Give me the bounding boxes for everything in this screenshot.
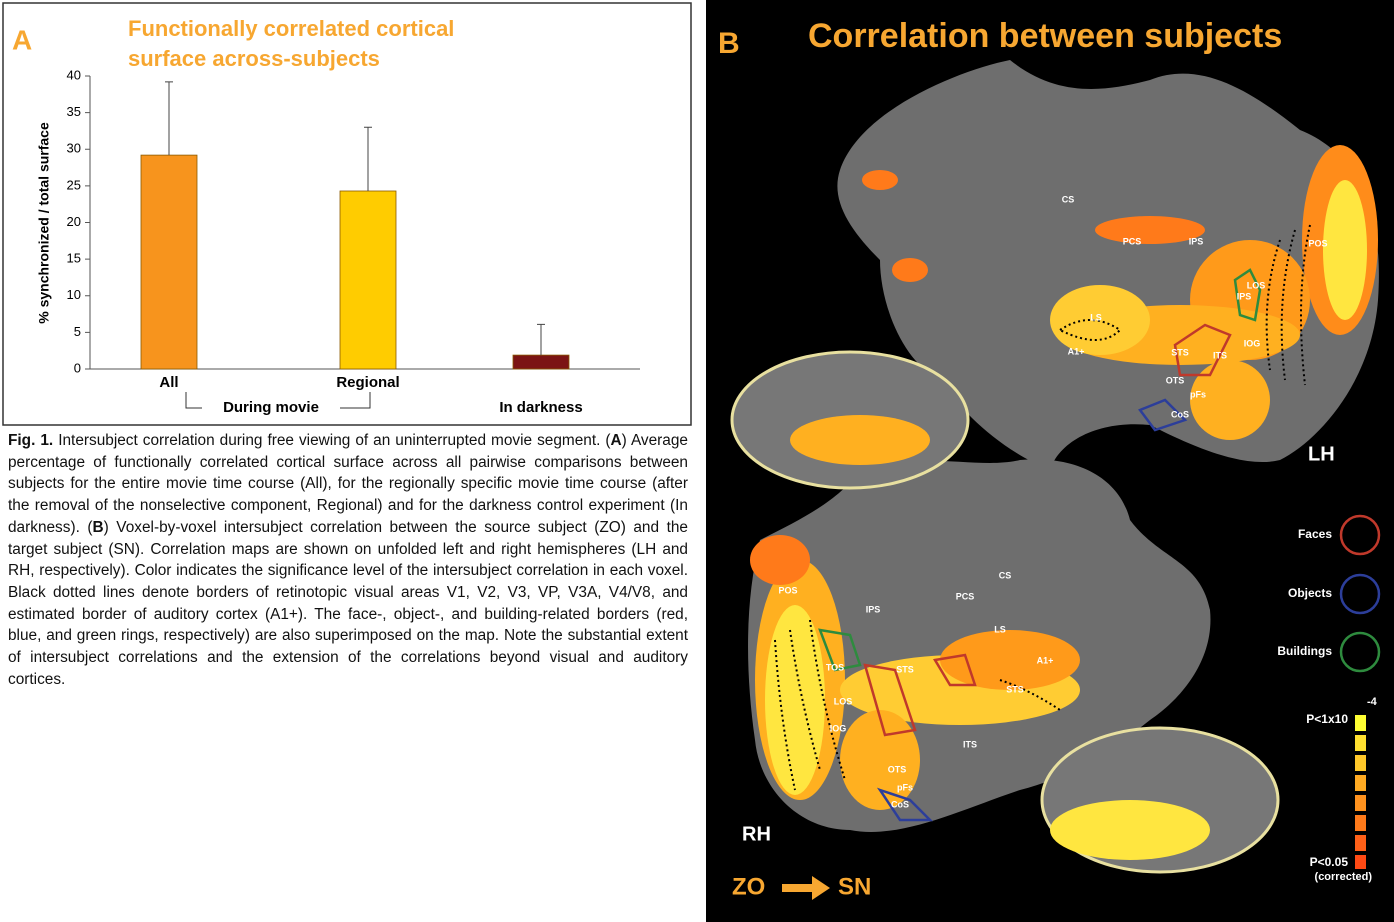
caption-label: Fig. 1. — [8, 432, 54, 449]
arrow — [782, 876, 830, 900]
region-label: STS — [1006, 684, 1024, 694]
caption-text: ) Voxel-by-voxel intersubject correlatio… — [8, 518, 688, 688]
legend-label: Faces — [1298, 527, 1332, 541]
y-tick-label: 25 — [67, 177, 81, 192]
caption-text: Intersubject correlation during free vie… — [58, 432, 611, 449]
colorbar — [1355, 715, 1366, 869]
error-bar — [364, 126, 372, 192]
group-label: During movie — [223, 399, 319, 416]
region-label: IPS — [866, 604, 881, 614]
panel-a: A Functionally correlated cortical surfac… — [2, 2, 692, 426]
region-label: OTS — [1166, 375, 1185, 385]
region-label: LOS — [1247, 280, 1266, 290]
caption-text: B — [92, 518, 104, 536]
region-label: TOS — [826, 662, 844, 672]
y-tick-label: 0 — [74, 360, 81, 375]
panel-b: B Correlation between subjects — [706, 0, 1394, 922]
region-label: IPS — [1237, 291, 1252, 301]
y-tick-label: 30 — [67, 141, 81, 156]
colorbar-bottom-label: P<0.05 — [1310, 855, 1349, 869]
region-label: LOS — [834, 696, 853, 706]
region-label: STS — [896, 664, 914, 674]
colorbar-top-label: P<1x10 — [1306, 712, 1348, 726]
colorbar-note: (corrected) — [1315, 871, 1373, 883]
colorbar-exponent: -4 — [1367, 696, 1378, 708]
region-label: LS — [1090, 312, 1102, 322]
caption-text: A — [610, 432, 622, 449]
source-label: ZO — [732, 873, 765, 900]
bar — [140, 154, 198, 370]
panel-label: B — [718, 27, 740, 60]
region-label: A1+ — [1037, 655, 1054, 665]
caption: Fig. 1. Intersubject correlation during … — [8, 430, 688, 690]
region-label: pFs — [897, 782, 913, 792]
region-label: PCS — [1123, 236, 1142, 246]
y-tick-label: 10 — [67, 287, 81, 302]
y-axis-label: % synchronized / total surface — [36, 122, 52, 324]
region-label: STS — [1171, 347, 1189, 357]
region-label: POS — [1308, 238, 1327, 248]
chart-title: Functionally correlated cortical surface … — [128, 16, 454, 71]
region-label: CoS — [1171, 409, 1189, 419]
region-label: PCS — [956, 591, 975, 601]
region-label: OTS — [888, 764, 907, 774]
region-label: A1+ — [1068, 346, 1085, 356]
bar — [339, 190, 397, 370]
inflated-brains — [730, 350, 1280, 874]
bar — [512, 354, 570, 370]
region-label: IOG — [830, 723, 847, 733]
region-label: ITS — [1213, 350, 1227, 360]
y-tick-label: 15 — [67, 251, 81, 266]
legend-ring — [1339, 514, 1381, 556]
region-label: POS — [778, 585, 797, 595]
legend-label: Objects — [1288, 586, 1332, 600]
region-label: LS — [994, 624, 1006, 634]
region-label: pFs — [1190, 389, 1206, 399]
region-label: IPS — [1189, 236, 1204, 246]
region-label: IOG — [1244, 338, 1261, 348]
y-tick-label: 35 — [67, 104, 81, 119]
error-bar — [537, 323, 545, 356]
lh-flatmap — [837, 60, 1379, 470]
x-tick-label: In darkness — [499, 399, 582, 416]
target-label: SN — [838, 873, 871, 900]
y-tick-label: 40 — [67, 67, 81, 82]
region-label: CS — [1062, 194, 1075, 204]
panel-label: A — [12, 24, 32, 55]
region-label: CS — [999, 570, 1012, 580]
y-tick-label: 5 — [74, 324, 81, 339]
error-bar — [165, 81, 173, 156]
region-label: CoS — [891, 799, 909, 809]
hemisphere-label: LH — [1308, 443, 1335, 465]
caption-text: ) Average percentage of functionally cor… — [8, 432, 688, 536]
legend-ring — [1339, 573, 1381, 615]
panel-title: Correlation between subjects — [808, 17, 1282, 55]
y-tick-label: 20 — [67, 214, 81, 229]
group-bracket — [185, 392, 371, 409]
x-tick-label: Regional — [336, 374, 399, 391]
region-label: ITS — [963, 739, 977, 749]
legend-ring — [1339, 631, 1381, 673]
hemisphere-label: RH — [742, 823, 771, 845]
x-tick-label: All — [159, 374, 178, 391]
legend-label: Buildings — [1277, 644, 1332, 658]
